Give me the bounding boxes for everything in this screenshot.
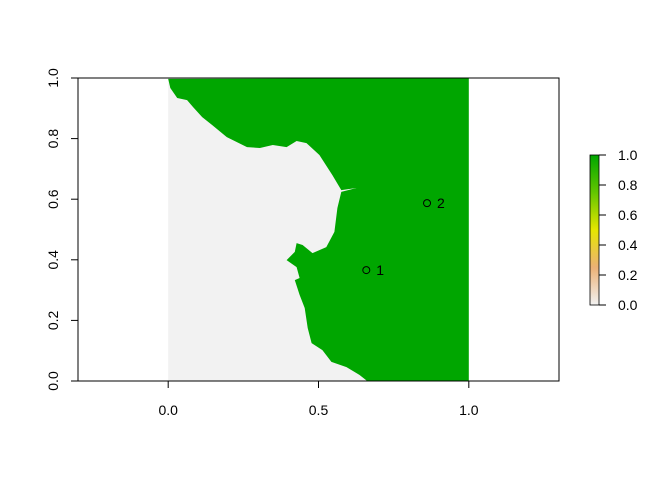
x-tick-label: 0.5 <box>309 402 329 418</box>
y-tick-label: 0.8 <box>45 129 61 149</box>
legend-tick-label: 0.0 <box>618 297 638 313</box>
y-tick-label: 0.4 <box>45 250 61 270</box>
y-tick-label: 0.6 <box>45 189 61 209</box>
point-label: 1 <box>376 262 384 278</box>
point-label: 2 <box>437 195 445 211</box>
legend-tick-label: 1.0 <box>618 147 638 163</box>
legend-tick-label: 0.4 <box>618 237 638 253</box>
y-tick-label: 0.2 <box>45 310 61 330</box>
raster-region <box>168 78 469 381</box>
legend-tick-label: 0.8 <box>618 177 638 193</box>
point-marker <box>362 266 371 275</box>
y-tick-label: 1.0 <box>45 68 61 88</box>
point-marker <box>423 199 432 208</box>
legend-colorbar <box>589 154 600 306</box>
x-tick-label: 0.0 <box>158 402 178 418</box>
legend-tick-label: 0.2 <box>618 267 638 283</box>
x-tick-label: 1.0 <box>459 402 479 418</box>
legend-tick-label: 0.6 <box>618 207 638 223</box>
y-tick-label: 0.0 <box>45 371 61 391</box>
